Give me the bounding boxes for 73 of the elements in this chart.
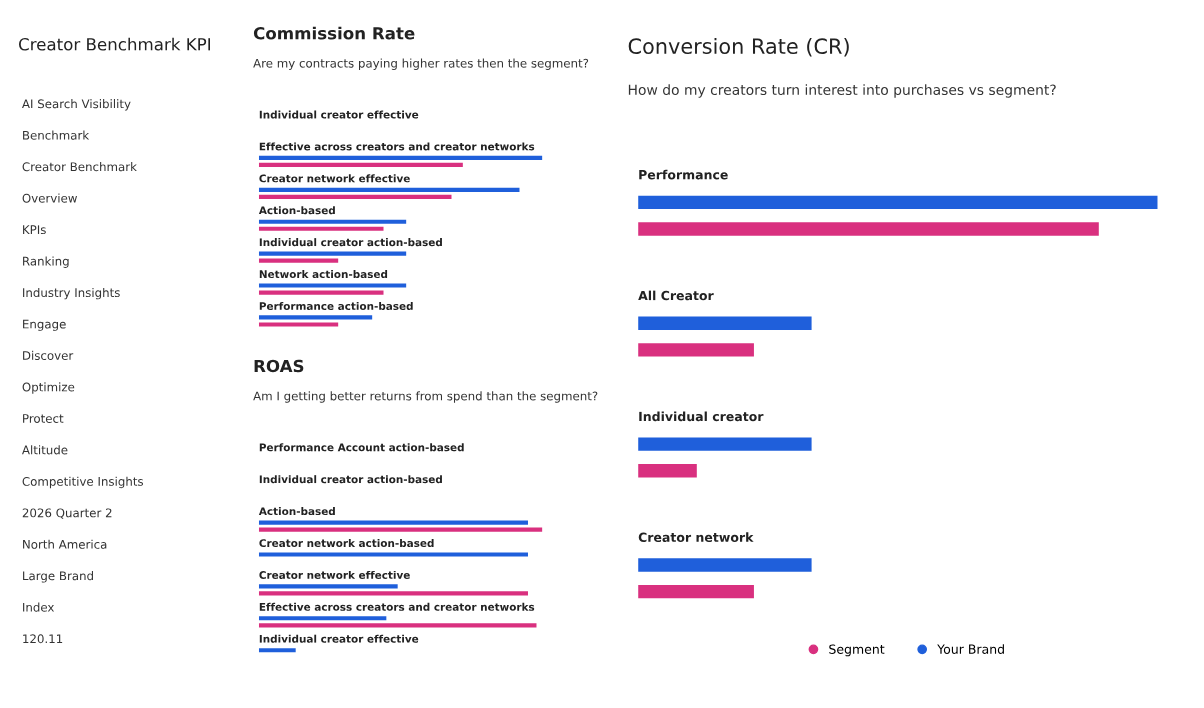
bar (258, 520, 528, 525)
text: Industry Insights (23, 287, 120, 300)
bar (638, 316, 812, 330)
bar (258, 648, 296, 653)
y-tick-label: Effective across creators and creator networks (259, 602, 535, 611)
bar (258, 552, 528, 557)
bar (258, 219, 407, 224)
text: Altitude (22, 445, 68, 455)
text: KPIs (23, 225, 46, 235)
bar (258, 251, 407, 256)
text: Protect (23, 414, 64, 423)
y-tick-label: Network action-based (259, 270, 388, 279)
bar (258, 616, 387, 621)
text: Benchmark (23, 130, 90, 140)
bar (638, 437, 812, 451)
bar (638, 464, 697, 478)
chart-subtitle: Are my contracts paying higher rates then the segment? (253, 58, 589, 70)
bar (258, 623, 537, 628)
y-tick-label: Individual creator action-based (259, 238, 442, 247)
y-tick-label: Performance (639, 169, 728, 180)
bar (258, 155, 543, 160)
text: Creator Benchmark (22, 162, 137, 172)
text: Optimize (22, 382, 75, 394)
legend-label: Your Brand (937, 644, 1004, 654)
y-tick-label: Action-based (258, 206, 335, 215)
text: Competitive Insights (22, 476, 144, 489)
y-tick-label: Individual creator action-based (259, 475, 442, 484)
y-tick-label: Action-based (258, 507, 335, 516)
bar (638, 343, 754, 357)
y-tick-label: All Creator (638, 290, 714, 301)
bar (258, 290, 384, 295)
bar (638, 558, 812, 572)
bar (258, 226, 384, 231)
y-tick-label: Individual creator (639, 411, 764, 422)
y-tick-label: Effective across creators and creator networks (259, 142, 535, 151)
bar (638, 195, 1158, 210)
bar (258, 258, 339, 263)
text: North America (23, 539, 107, 549)
y-tick-label: Performance action-based (259, 301, 413, 310)
y-tick-label: Performance Account action-based (259, 443, 464, 452)
text: Large Brand (23, 571, 93, 583)
bar (258, 283, 407, 288)
text: AI Search Visibility (22, 99, 131, 111)
bar (258, 527, 543, 532)
chart-title: ROAS (254, 359, 304, 373)
y-tick-label: Creator network action-based (259, 538, 434, 548)
y-tick-label: Creator network effective (259, 570, 410, 579)
text: Engage (23, 319, 66, 331)
bar (258, 315, 373, 320)
text: Overview (22, 193, 77, 203)
text: Discover (23, 350, 74, 360)
bar (258, 322, 339, 327)
chart-title: Commission Rate (253, 26, 415, 40)
bar (258, 194, 452, 199)
bar (258, 162, 463, 167)
chart-subtitle: Am I getting better returns from spend than the segment? (253, 391, 598, 403)
bar (638, 584, 754, 599)
text: 120.11 (23, 634, 63, 644)
bar (638, 222, 1099, 236)
text: Creator Benchmark KPI (18, 37, 211, 51)
y-tick-label: Individual creator effective (259, 110, 419, 119)
text: 2026 Quarter 2 (22, 508, 112, 519)
chart-title: Conversion Rate (CR) (628, 37, 849, 57)
chart-subtitle: How do my creators turn interest into purchases vs segment? (628, 84, 1056, 98)
legend-label: Segment (829, 644, 885, 657)
bar (258, 591, 528, 596)
y-tick-label: Creator network effective (259, 174, 410, 183)
y-tick-label: Individual creator effective (259, 634, 419, 643)
bar (258, 187, 520, 192)
y-tick-label: Creator network (638, 532, 754, 543)
text: Index (23, 602, 55, 612)
bar (258, 584, 398, 589)
text: Ranking (23, 256, 69, 268)
